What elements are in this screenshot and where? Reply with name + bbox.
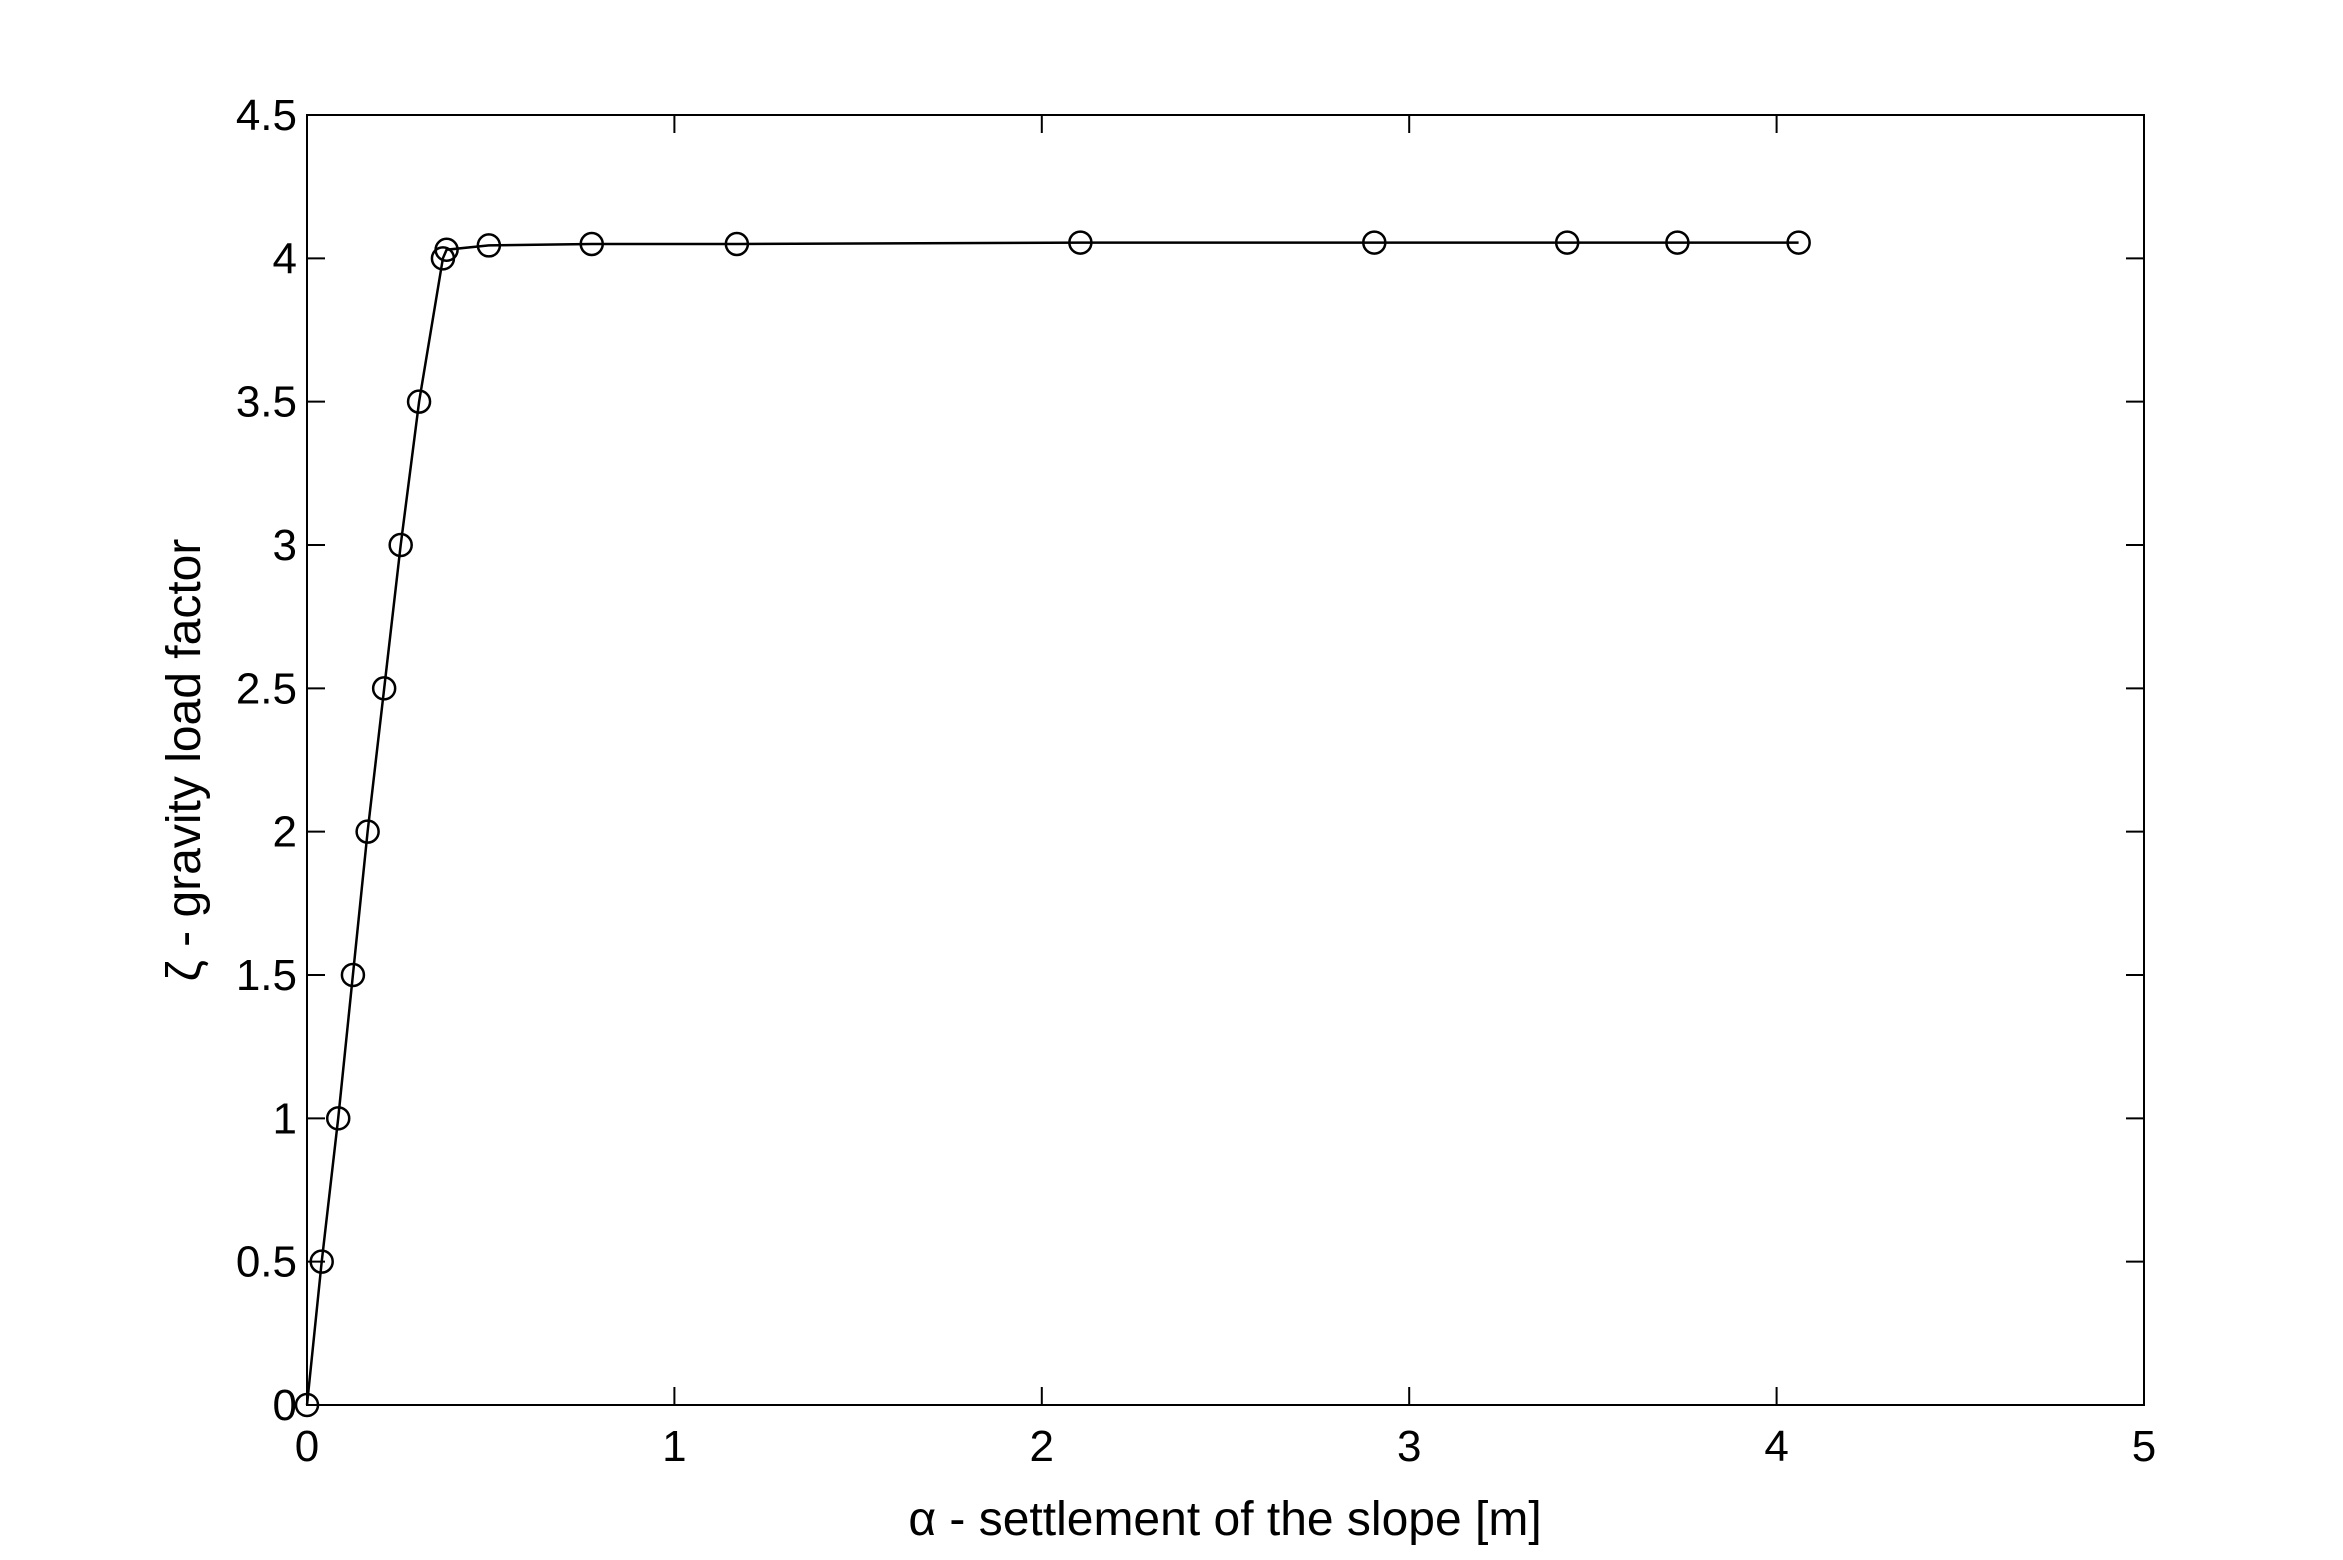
data-point <box>388 532 413 558</box>
x-axis-label: α - settlement of the slope [m] <box>908 1493 1541 1546</box>
x-tick-label: 1 <box>662 1422 686 1471</box>
x-axis-ticks: 0 1 2 3 4 5 <box>295 115 2156 1471</box>
data-point <box>371 676 397 701</box>
y-tick-label: 0.5 <box>236 1238 297 1287</box>
y-tick-label: 2 <box>273 808 297 857</box>
x-tick-label: 3 <box>1397 1422 1421 1471</box>
data-point <box>406 389 432 414</box>
data-point <box>309 1249 334 1274</box>
y-tick-label: 3 <box>273 521 297 570</box>
data-point <box>1362 230 1387 255</box>
y-axis-ticks: 0 0.5 1 1.5 2 2.5 3 3.5 4 4.5 <box>236 91 2144 1430</box>
x-tick-label: 0 <box>295 1422 319 1471</box>
data-point <box>355 819 380 844</box>
data-point <box>340 962 366 988</box>
data-point <box>724 231 750 257</box>
y-tick-label: 1.5 <box>236 951 297 1000</box>
data-point <box>1068 230 1093 255</box>
series-line <box>305 241 1799 1406</box>
y-tick-label: 4.5 <box>236 91 297 140</box>
y-tick-label: 0 <box>273 1381 297 1430</box>
y-tick-label: 2.5 <box>236 664 297 713</box>
data-point <box>434 237 459 262</box>
data-point <box>325 1106 351 1131</box>
data-point <box>1786 230 1811 255</box>
y-tick-label: 3.5 <box>236 378 297 427</box>
plot-area <box>306 114 2145 1406</box>
data-point <box>1554 230 1580 255</box>
y-axis-label: ζ - gravity load factor <box>158 539 211 982</box>
y-tick-label: 1 <box>273 1094 297 1143</box>
y-tick-label: 4 <box>273 234 297 283</box>
x-tick-label: 2 <box>1030 1422 1054 1471</box>
series-group <box>294 230 1811 1418</box>
data-point <box>579 231 604 257</box>
x-tick-label: 5 <box>2132 1422 2156 1471</box>
data-point <box>476 233 502 258</box>
x-tick-label: 4 <box>1764 1422 1788 1471</box>
data-point <box>294 1392 320 1418</box>
data-point <box>1665 230 1690 255</box>
